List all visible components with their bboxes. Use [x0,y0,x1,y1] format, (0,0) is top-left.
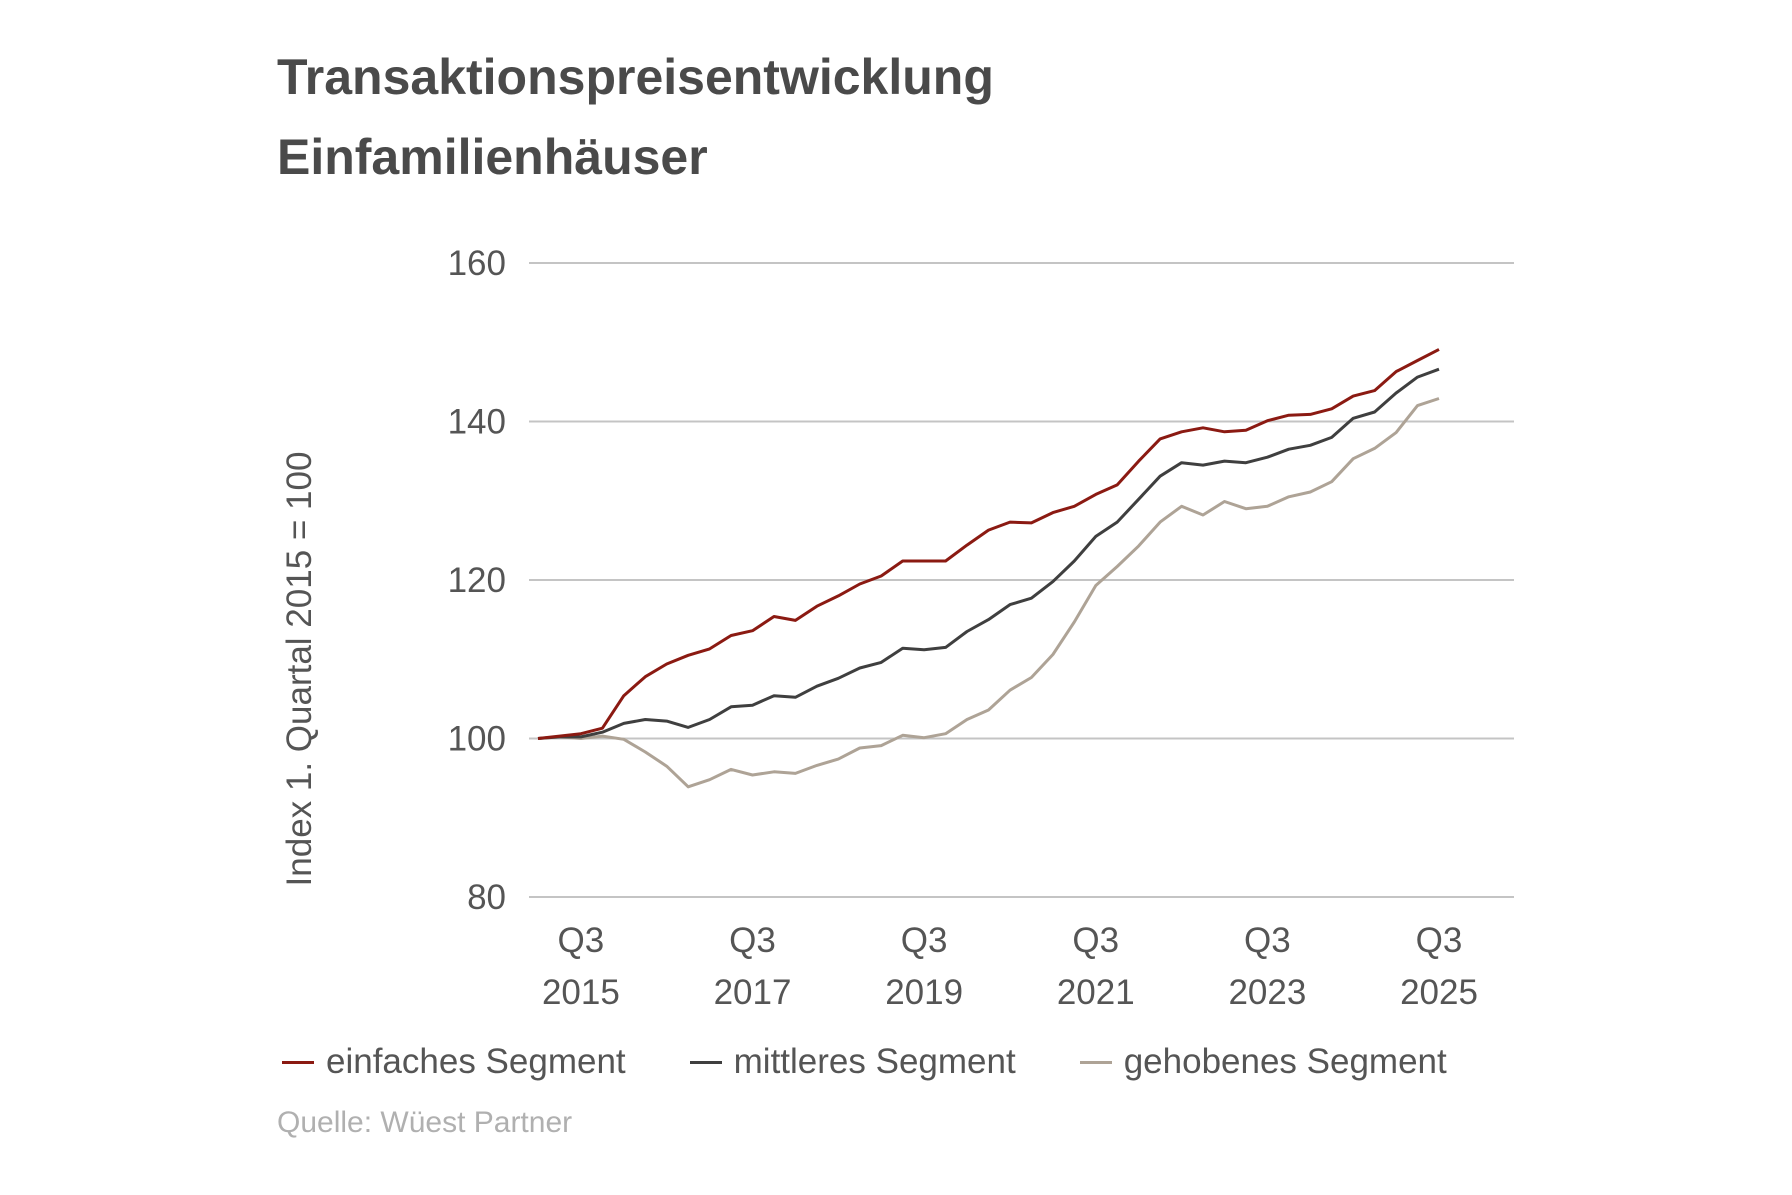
series-line-einfaches [537,348,1440,740]
legend-item-gehoben: gehobenes Segment [1079,1042,1447,1082]
y-tick-label: 160 [448,244,506,283]
x-tick-label-year: 2015 [542,973,620,1012]
x-tick-label-year: 2023 [1228,973,1306,1012]
chart-title-line-2: Einfamilienhäuser [277,129,708,185]
x-tick-label-quarter: Q3 [1244,921,1291,960]
x-tick-label-quarter: Q3 [558,921,605,960]
y-tick-label: 80 [467,878,506,917]
chart-title-line-1: Transaktionspreisentwicklung [277,49,994,105]
legend-swatch [282,1060,314,1064]
legend-label: einfaches Segment [326,1042,626,1081]
series-line-mittleres [537,367,1440,740]
x-tick-label-quarter: Q3 [1072,921,1119,960]
legend-item-mittel: mittleres Segment [689,1042,1016,1082]
x-tick-label-year: 2021 [1057,973,1135,1012]
y-axis-label: Index 1. Quartal 2015 = 100 [280,452,319,887]
x-tick-label-quarter: Q3 [1416,921,1463,960]
y-tick-label: 120 [448,561,506,600]
legend-item-einfach: einfaches Segment [282,1042,626,1082]
x-tick-label-year: 2019 [885,973,963,1012]
x-tick-label-year: 2025 [1400,973,1478,1012]
legend: einfaches Segment mittleres Segment geho… [282,1042,1447,1082]
legend-label: mittleres Segment [733,1042,1016,1081]
x-tick-label-quarter: Q3 [901,921,948,960]
x-tick-label-year: 2017 [714,973,792,1012]
legend-swatch [689,1060,722,1064]
y-tick-label: 140 [448,403,506,442]
series-line-gehobenes [537,397,1440,789]
source-note: Quelle: Wüest Partner [277,1106,573,1139]
legend-swatch [1079,1060,1112,1064]
y-tick-label: 100 [448,720,506,759]
legend-label: gehobenes Segment [1123,1042,1447,1081]
x-tick-label-quarter: Q3 [729,921,776,960]
